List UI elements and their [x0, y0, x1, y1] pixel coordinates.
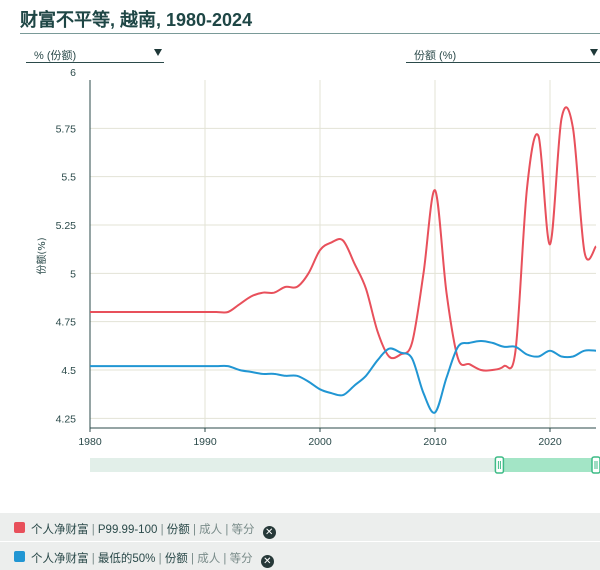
y-tick-label: 6	[70, 67, 76, 79]
legend-measure: 份额	[166, 524, 190, 536]
legend-percentile: 最低的50%	[97, 553, 156, 565]
y-tick-label: 5	[70, 268, 76, 280]
x-tick-label: 1990	[193, 436, 217, 448]
series-line-top-0-01pct	[89, 106, 597, 372]
remove-series-icon[interactable]: ✕	[262, 526, 276, 539]
legend-measure: 份额	[164, 553, 188, 565]
y-tick-label: 4.5	[61, 365, 76, 377]
range-navigator-selection	[499, 458, 596, 472]
dropdown-arrow-icon	[154, 49, 162, 56]
range-navigator-track	[90, 458, 596, 472]
series-line-bottom-50pct	[90, 340, 597, 414]
y-tick-label: 5.5	[61, 172, 76, 184]
remove-series-icon[interactable]: ✕	[260, 555, 274, 568]
legend-percentile: P99.99-100	[97, 524, 158, 536]
legend-swatch	[14, 522, 25, 533]
x-tick-label: 2010	[423, 436, 447, 448]
legend-label: 个人净财富	[31, 524, 89, 536]
y-tick-label: 4.25	[56, 413, 77, 425]
legend-item[interactable]: 个人净财富 | 最低的50% | 份额 | 成人 | 等分 ✕	[0, 542, 600, 570]
dropdown-arrow-icon	[590, 49, 598, 56]
legend-scale: 等分	[231, 524, 255, 536]
legend-item[interactable]: 个人净财富 | P99.99-100 | 份额 | 成人 | 等分 ✕	[0, 513, 600, 541]
y-tick-label: 4.75	[56, 317, 77, 329]
range-handle[interactable]	[591, 456, 600, 474]
legend-scale: 等分	[229, 553, 253, 565]
legend-population: 成人	[199, 524, 223, 536]
unit-selector[interactable]: % (份额)	[26, 44, 164, 63]
plot-area	[90, 80, 596, 428]
line-chart: 4.25 4.5 4.75 5 5.25 5.5 5.75 6 1980 1990 2000 2010…	[35, 67, 600, 474]
unit-selector-label: % (份额)	[34, 50, 77, 62]
x-tick-label: 2000	[308, 436, 332, 448]
measure-selector-label: 份额 (%)	[414, 50, 457, 62]
y-tick-label: 5.25	[56, 220, 77, 232]
chart-title: 财富不平等, 越南, 1980-2024	[20, 10, 253, 30]
legend-label: 个人净财富	[31, 553, 89, 565]
range-handle[interactable]	[494, 456, 505, 474]
x-tick-label: 2020	[538, 436, 562, 448]
legend-population: 成人	[197, 553, 221, 565]
y-tick-label: 5.75	[56, 123, 77, 135]
measure-selector[interactable]: 份额 (%)	[406, 44, 600, 63]
title-divider	[20, 33, 600, 34]
x-tick-label: 1980	[78, 436, 102, 448]
y-axis-label: 份额(%)	[35, 237, 48, 274]
legend-swatch	[14, 551, 25, 562]
